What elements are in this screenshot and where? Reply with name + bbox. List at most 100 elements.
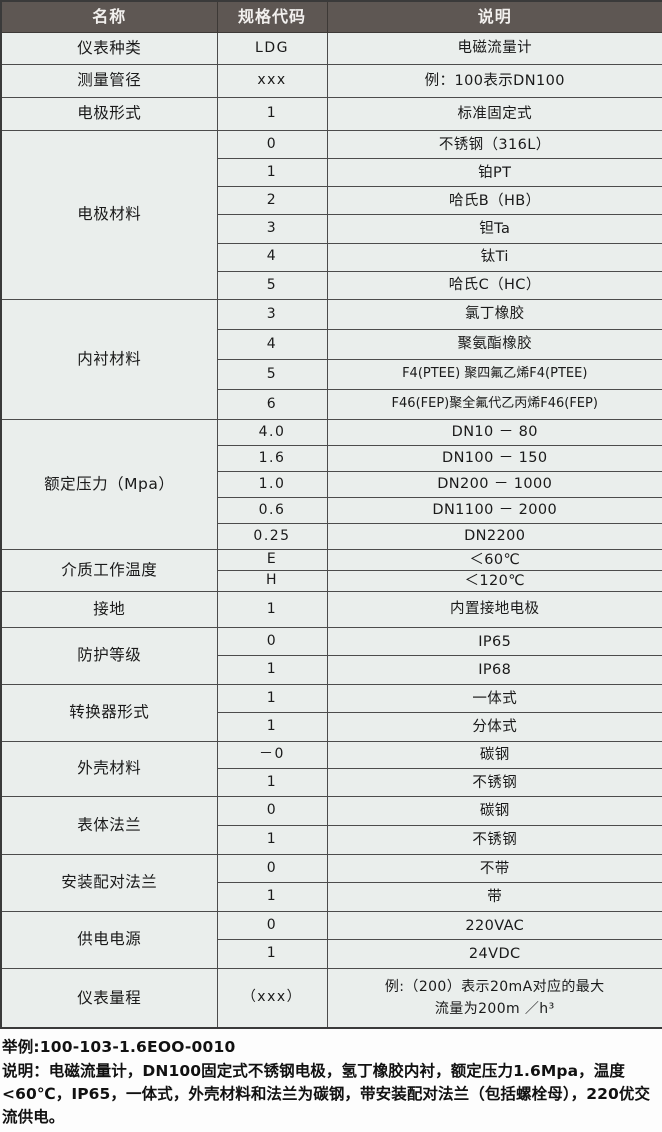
spec-description-cell: F46(FEP)聚全氟代乙丙烯F46(FEP) (326, 388, 662, 420)
table-row: 0.6 DN1100 － 2000 (1, 496, 662, 524)
table-row: 1 IP68 (1, 655, 662, 685)
spec-code-cell: 3 (216, 214, 328, 244)
table-row: 转换器形式 1 一体式 (0, 683, 662, 742)
table-row: 测量管径 xxx 例：100表示DN100 (0, 64, 662, 98)
spec-name-cell: 安装配对法兰 (0, 853, 218, 912)
spec-name-cell: 电极形式 (0, 97, 218, 131)
spec-description-cell: DN100 － 150 (326, 444, 662, 472)
spec-code-cell: xxx (216, 64, 328, 98)
spec-code-cell: 4.0 (216, 418, 328, 446)
table-body: 仪表种类 LDG 电磁流量计 测量管径 xxx 例：100表示DN100 电极形式 1 标准固定… (0, 32, 662, 1029)
spec-description-cell: 不锈钢 (326, 824, 662, 855)
footer-notes: 举例:100-103-1.6EOO-0010 说明：电磁流量计，DN100固定式… (0, 1036, 662, 1129)
spec-code-cell: 0 (216, 129, 328, 160)
spec-description-cell: 电磁流量计 (326, 32, 662, 65)
table-row: 仪表种类 LDG 电磁流量计 (0, 32, 662, 65)
spec-code-cell: 0 (216, 853, 328, 884)
spec-description-cell: 24VDC (326, 939, 662, 969)
spec-code-cell: 0.6 (216, 496, 328, 524)
spec-code-cell: LDG (216, 32, 328, 65)
spec-description-cell: 聚氨酯橡胶 (326, 328, 662, 360)
spec-description-cell: DN1100 － 2000 (326, 496, 662, 524)
spec-code-cell: 1 (216, 712, 328, 742)
spec-description-cell: 哈氏C（HC） (326, 270, 662, 300)
table-row: 0.25 DN2200 (1, 522, 662, 550)
spec-description-cell: 钽Ta (326, 214, 662, 244)
table-row: 1 铂PT (1, 158, 662, 188)
spec-description-cell: 例:（200）表示20mA对应的最大 流量为200m ／h³ (326, 967, 662, 1029)
table-row: 内衬材料 3 氯丁橡胶 (0, 298, 662, 420)
spec-code-cell: 1 (216, 939, 328, 969)
spec-code-cell: （xxx） (216, 967, 328, 1029)
spec-description-cell: 氯丁橡胶 (326, 298, 662, 330)
table-row: 2 哈氏B（HB） (1, 186, 662, 216)
spec-code-cell: 1 (216, 882, 328, 912)
spec-name-cell: 接地 (0, 590, 218, 628)
table-header-row: 名称 规格代码 说明 (0, 0, 662, 33)
spec-description-cell: ＜120℃ (326, 569, 662, 592)
table-row: 仪表量程 （xxx） 例:（200）表示20mA对应的最大 流量为200m ／h³ (0, 967, 662, 1029)
spec-description-cell: 内置接地电极 (326, 590, 662, 628)
table-row: 表体法兰 0 碳钢 (0, 795, 662, 855)
table-row: 外壳材料 －0 碳钢 (0, 740, 662, 797)
table-row: 3 钽Ta (1, 214, 662, 244)
spec-description-cell: 碳钢 (326, 740, 662, 770)
spec-description-cell: DN200 － 1000 (326, 470, 662, 498)
spec-code-cell: 5 (216, 270, 328, 300)
spec-code-cell: 5 (216, 358, 328, 390)
spec-name-cell: 仪表量程 (0, 967, 218, 1029)
spec-name-cell: 仪表种类 (0, 32, 218, 65)
example-code-line: 举例:100-103-1.6EOO-0010 (2, 1038, 236, 1057)
table-row: 5 F4(PTEE) 聚四氟乙烯F4(PTEE) (1, 358, 662, 390)
table-row: 1.6 DN100 － 150 (1, 444, 662, 472)
spec-description-cell: 碳钢 (326, 795, 662, 826)
spec-description-cell: 不带 (326, 853, 662, 884)
table-row: 6 F46(FEP)聚全氟代乙丙烯F46(FEP) (1, 388, 662, 420)
spec-code-cell: 1 (216, 768, 328, 797)
spec-code-cell: 4 (216, 328, 328, 360)
spec-code-cell: 1 (216, 590, 328, 628)
table-row: 供电电源 0 220VAC (0, 910, 662, 969)
spec-description-cell: ＜60℃ (326, 548, 662, 571)
spec-name-cell: 测量管径 (0, 64, 218, 98)
spec-description-cell: 不锈钢 (326, 768, 662, 797)
spec-description-cell: 钛Ti (326, 242, 662, 272)
spec-description-cell: DN2200 (326, 522, 662, 550)
table-row: 电极形式 1 标准固定式 (0, 97, 662, 131)
specification-table: 名称 规格代码 说明 仪表种类 LDG 电磁流量计 测量管径 xxx 例：100表示DN1… (0, 0, 662, 1030)
table-row: 接地 1 内置接地电极 (0, 590, 662, 628)
spec-code-cell: 4 (216, 242, 328, 272)
spec-code-cell: E (216, 548, 328, 571)
table-row: 5 哈氏C（HC） (1, 270, 662, 300)
spec-code-cell: 1 (216, 158, 328, 188)
spec-description-cell: 一体式 (326, 683, 662, 714)
spec-code-cell: 1 (216, 683, 328, 714)
table-row: 电极材料 0 不锈钢（316L） (0, 129, 662, 300)
table-row: 4 聚氨酯橡胶 (1, 328, 662, 360)
spec-code-cell: 1 (216, 824, 328, 855)
spec-description-cell: 标准固定式 (326, 97, 662, 131)
table-row: 1.0 DN200 － 1000 (1, 470, 662, 498)
spec-code-cell: 2 (216, 186, 328, 216)
spec-code-cell: 3 (216, 298, 328, 330)
spec-name-cell: 外壳材料 (0, 740, 218, 797)
spec-code-cell: 0 (216, 795, 328, 826)
table-head: 名称 规格代码 说明 (0, 0, 662, 33)
spec-name-cell: 表体法兰 (0, 795, 218, 855)
spec-description-cell: 不锈钢（316L） (326, 129, 662, 160)
column-header-name: 名称 (0, 0, 218, 33)
spec-code-cell: －0 (216, 740, 328, 770)
table-row: 介质工作温度 E ＜60℃ (0, 548, 662, 592)
table-row: 1 分体式 (1, 712, 662, 742)
spec-name-cell: 转换器形式 (0, 683, 218, 742)
spec-name-cell: 供电电源 (0, 910, 218, 969)
spec-code-cell: 0 (216, 910, 328, 941)
spec-code-cell: 1.0 (216, 470, 328, 498)
spec-code-cell: 0 (216, 626, 328, 657)
spec-code-cell: 1 (216, 655, 328, 685)
table-row: 防护等级 0 IP65 (0, 626, 662, 685)
table-row: 1 不锈钢 (1, 824, 662, 855)
example-description: 说明：电磁流量计，DN100固定式不锈钢电极，氢丁橡胶内衬，额定压力1.6Mpa… (2, 1061, 651, 1127)
spec-code-cell: 1.6 (216, 444, 328, 472)
column-header-code: 规格代码 (216, 0, 328, 33)
